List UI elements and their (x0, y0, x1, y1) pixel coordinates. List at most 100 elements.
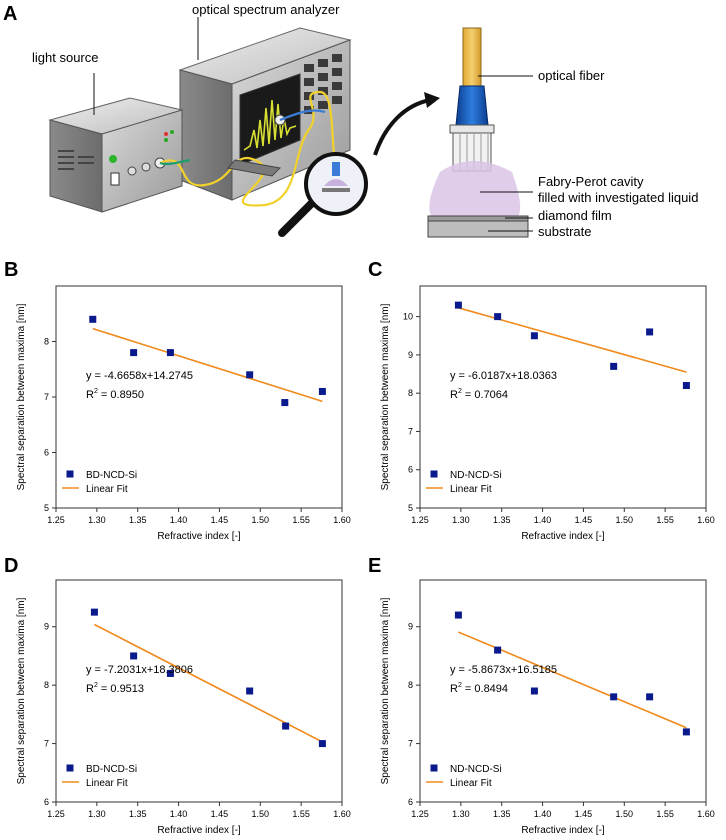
scatter-chart-e: E 1.25 1.30 1.35 1.40 1.45 1.50 1.55 1.60 6 7 8 9 Ref… (368, 555, 715, 836)
data-point (530, 332, 538, 340)
x-tick-label: 1.50 (252, 809, 270, 819)
x-tick-label: 1.40 (534, 515, 552, 525)
label-substrate: substrate (538, 224, 591, 239)
panel-letter: C (368, 259, 382, 281)
y-axis-label: Spectral separation between maxima [nm] (16, 597, 27, 784)
y-tick-label: 6 (408, 797, 413, 807)
x-tick-label: 1.50 (252, 515, 270, 525)
data-point (318, 387, 326, 395)
legend-marker (66, 764, 74, 772)
data-point (646, 328, 654, 336)
label-light-source: light source (32, 50, 98, 65)
data-point (318, 740, 326, 748)
x-tick-label: 1.50 (616, 515, 634, 525)
x-axis-label: Refractive index [-] (521, 531, 605, 542)
plot-frame (419, 579, 707, 803)
y-tick-label: 9 (408, 622, 413, 632)
x-tick-label: 1.60 (333, 515, 351, 525)
data-point (494, 646, 502, 654)
r-squared: R2 = 0.7064 (450, 388, 508, 401)
label-optical-spectrum-analyzer: optical spectrum analyzer (192, 2, 340, 17)
data-point (682, 728, 690, 736)
chart-panel-c: C 1.25 1.30 1.35 1.40 1.45 1.50 1.55 1.60 5 6 7 8 9 10… (364, 256, 726, 546)
y-tick-label: 5 (408, 503, 413, 513)
scatter-chart-d: D 1.25 1.30 1.35 1.40 1.45 1.50 1.55 1.60 6 7 8 9 Ref… (4, 555, 351, 836)
legend-series-label: ND-NCD-Si (450, 470, 502, 481)
legend-series-label: BD-NCD-Si (86, 470, 137, 481)
zoom-arrow-icon (373, 92, 440, 156)
magnifier-icon (278, 152, 368, 237)
x-tick-label: 1.55 (656, 809, 674, 819)
data-point (246, 687, 254, 695)
data-point (282, 722, 290, 730)
r-squared: R2 = 0.9513 (86, 682, 144, 695)
light-source-device (48, 97, 184, 213)
x-tick-label: 1.40 (170, 809, 188, 819)
x-tick-label: 1.25 (47, 809, 65, 819)
panel-letter: D (4, 555, 18, 577)
y-tick-label: 7 (44, 739, 49, 749)
data-point (682, 382, 690, 390)
y-tick-label: 8 (44, 337, 49, 347)
data-point (454, 301, 462, 309)
panel-letter: E (368, 555, 381, 577)
x-tick-label: 1.55 (292, 809, 310, 819)
x-tick-label: 1.45 (575, 809, 593, 819)
x-tick-label: 1.30 (88, 809, 106, 819)
scatter-chart-c: C 1.25 1.30 1.35 1.40 1.45 1.50 1.55 1.60 5 6 7 8 9 10… (368, 259, 715, 542)
setup-schematic: A (0, 0, 726, 245)
x-tick-label: 1.60 (697, 809, 715, 819)
label-filled-liquid: filled with investigated liquid (538, 190, 698, 205)
x-tick-label: 1.25 (411, 515, 429, 525)
data-point (530, 687, 538, 695)
fit-line (94, 623, 323, 743)
x-tick-label: 1.35 (129, 809, 147, 819)
x-tick-label: 1.25 (411, 809, 429, 819)
x-tick-label: 1.40 (534, 809, 552, 819)
x-axis-label: Refractive index [-] (521, 825, 605, 836)
x-tick-label: 1.35 (493, 809, 511, 819)
data-point (281, 399, 289, 407)
x-tick-label: 1.25 (47, 515, 65, 525)
fit-equation: y = -4.6658x+14.2745 (86, 370, 193, 382)
panel-letter: B (4, 259, 18, 281)
y-tick-label: 7 (408, 739, 413, 749)
data-point (89, 315, 97, 323)
sensor-head (427, 27, 529, 238)
y-tick-label: 8 (408, 680, 413, 690)
legend-fit-label: Linear Fit (450, 778, 492, 789)
data-point (646, 693, 654, 701)
x-tick-label: 1.60 (333, 809, 351, 819)
legend-fit-label: Linear Fit (86, 778, 128, 789)
panel-letter-a: A (3, 3, 17, 25)
r-squared: R2 = 0.8950 (86, 388, 144, 401)
y-tick-label: 5 (44, 503, 49, 513)
leader-lines (93, 17, 533, 232)
data-point (166, 669, 174, 677)
fit-equation: y = -7.2031x+18.3806 (86, 664, 193, 676)
y-tick-label: 6 (44, 797, 49, 807)
y-tick-label: 8 (408, 388, 413, 398)
x-tick-label: 1.45 (211, 809, 229, 819)
fit-equation: y = -5.8673x+16.5185 (450, 664, 557, 676)
data-point (130, 349, 138, 357)
y-tick-label: 8 (44, 680, 49, 690)
fit-equation: y = -6.0187x+18.0363 (450, 370, 557, 382)
y-tick-label: 9 (44, 622, 49, 632)
data-point (130, 652, 138, 660)
legend-series-label: ND-NCD-Si (450, 764, 502, 775)
fit-line (92, 327, 323, 403)
data-point (90, 608, 98, 616)
r-squared: R2 = 0.8494 (450, 682, 508, 695)
chart-panel-e: E 1.25 1.30 1.35 1.40 1.45 1.50 1.55 1.60 6 7 8 9 Ref… (364, 552, 726, 840)
label-optical-fiber: optical fiber (538, 68, 605, 83)
y-axis-label: Spectral separation between maxima [nm] (380, 597, 391, 784)
x-tick-label: 1.55 (656, 515, 674, 525)
data-point (610, 362, 618, 370)
chart-panel-b: B 1.25 1.30 1.35 1.40 1.45 1.50 1.55 1.60 5 6 7 8 Ref… (0, 256, 362, 546)
x-tick-label: 1.50 (616, 809, 634, 819)
x-tick-label: 1.55 (292, 515, 310, 525)
data-point (166, 349, 174, 357)
x-tick-label: 1.45 (211, 515, 229, 525)
label-diamond-film: diamond film (538, 208, 612, 223)
